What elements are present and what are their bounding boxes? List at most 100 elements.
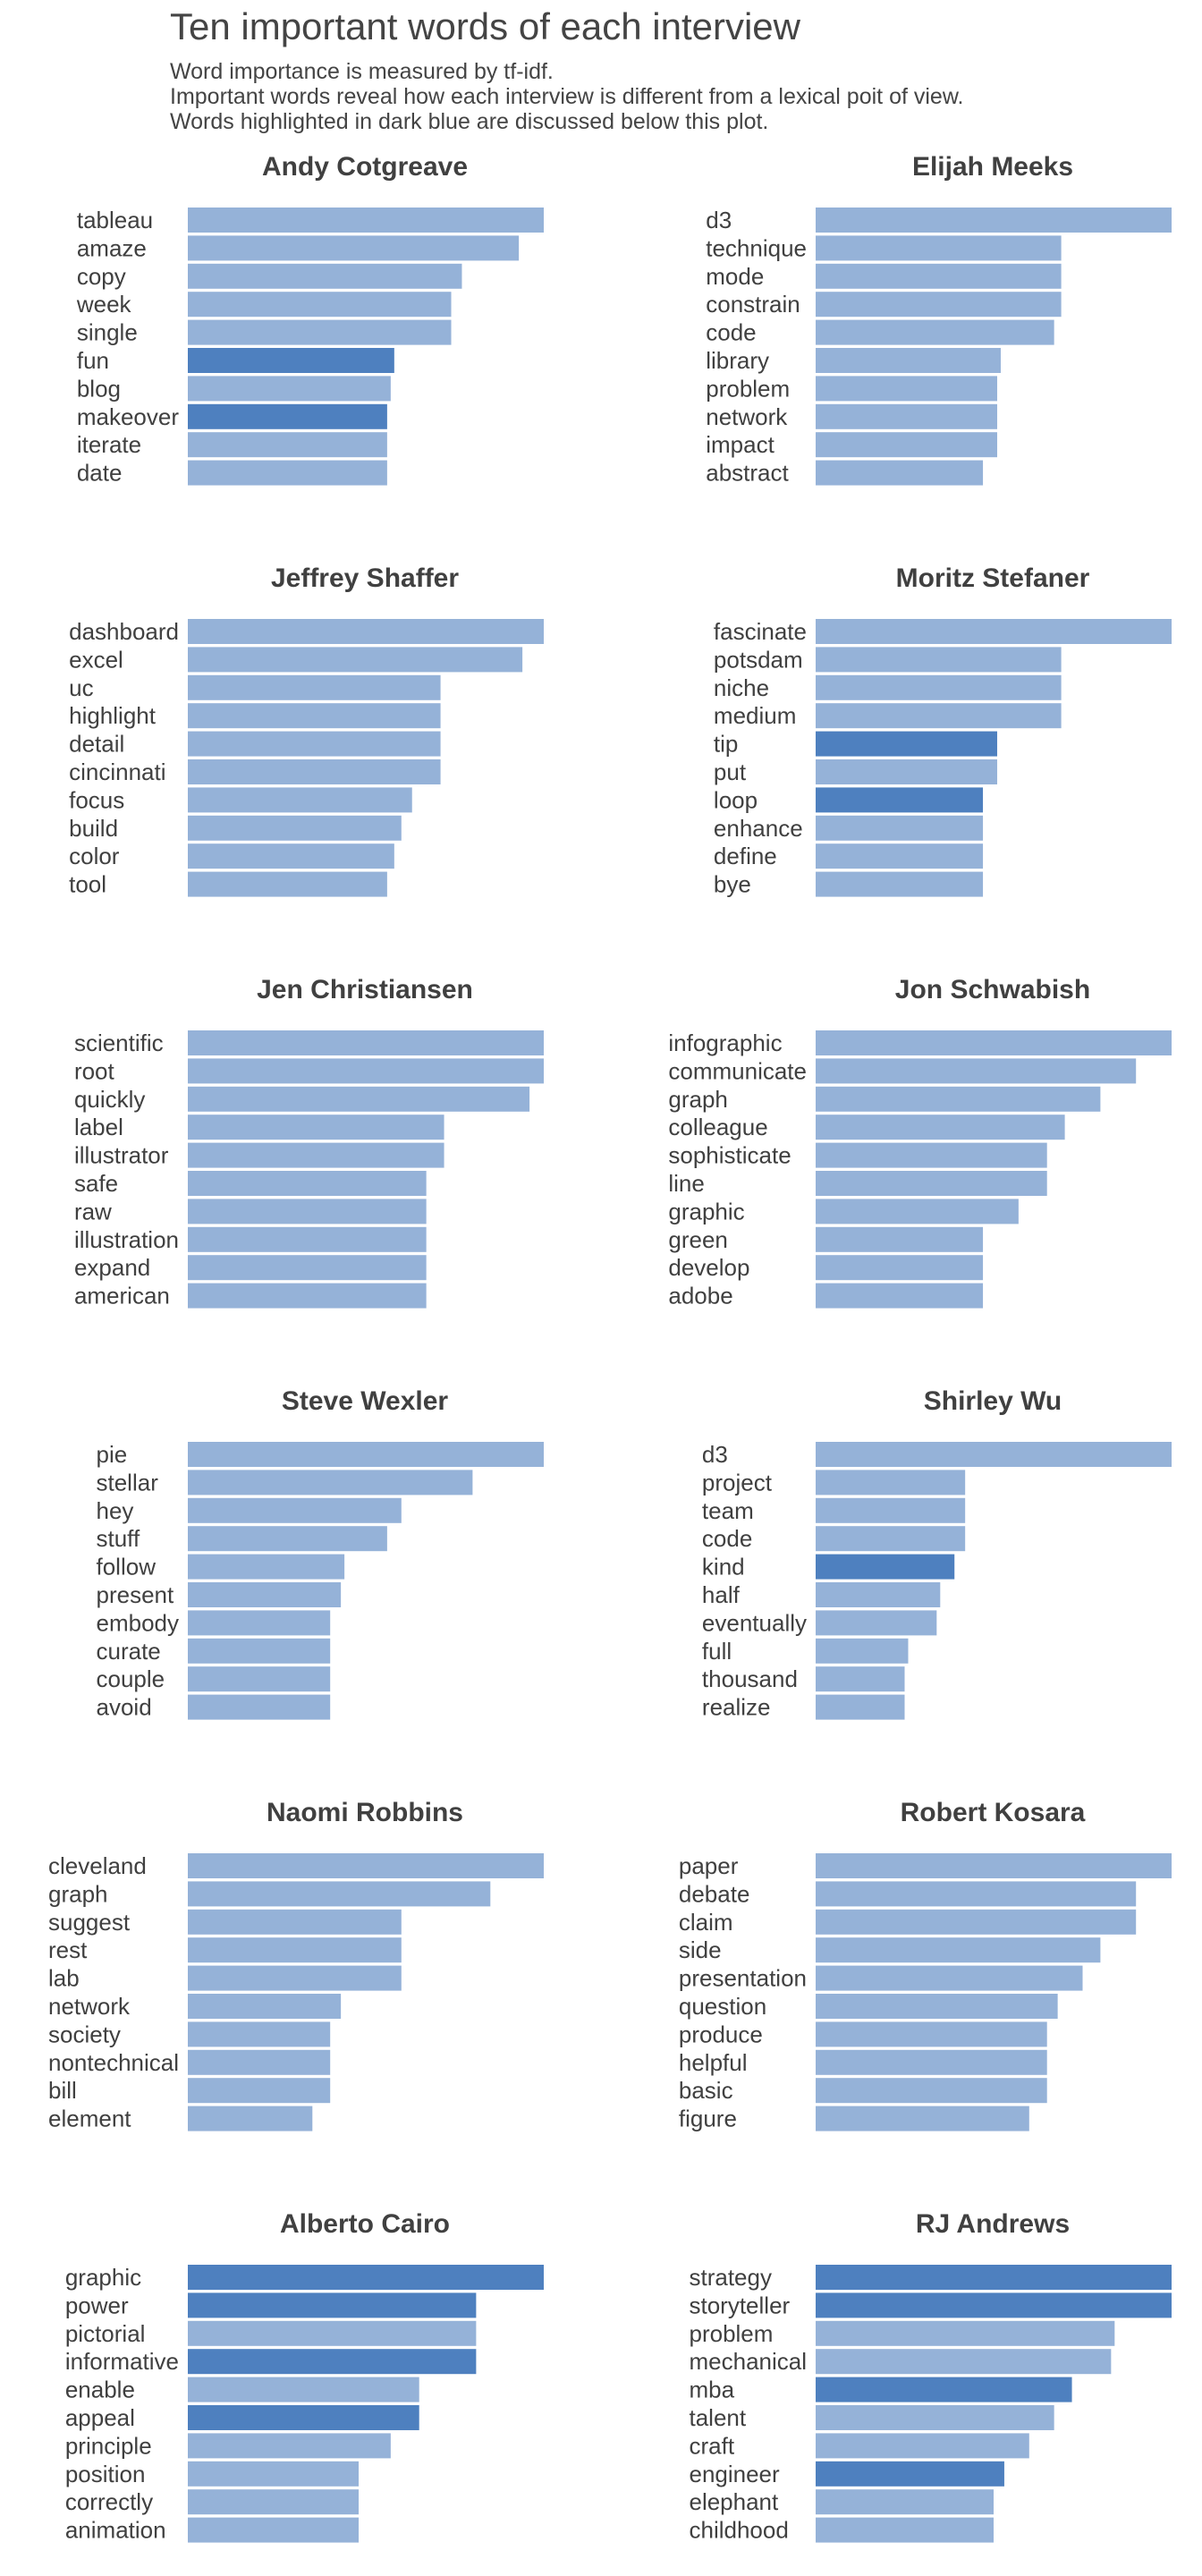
word-label: full — [702, 1638, 732, 1665]
word-label: presentation — [679, 1965, 807, 1992]
panel-title: Shirley Wu — [924, 1386, 1062, 1416]
word-label: week — [76, 291, 132, 318]
bar — [816, 1526, 966, 1552]
bar — [816, 1909, 1137, 1935]
word-label: illustrator — [74, 1142, 169, 1169]
word-label: correctly — [65, 2488, 153, 2515]
word-label: embody — [97, 1609, 180, 1636]
word-label: problem — [689, 2320, 773, 2347]
word-label: detail — [69, 731, 124, 758]
bar — [188, 1881, 491, 1907]
bar — [188, 403, 387, 429]
word-label: position — [65, 2461, 146, 2487]
word-label: fun — [77, 347, 109, 374]
word-label: colleague — [668, 1114, 767, 1140]
bar — [816, 1497, 966, 1523]
subtitle-line-1: Word importance is measured by tf-idf. — [170, 59, 554, 84]
word-label: develop — [668, 1254, 749, 1281]
word-label: iterate — [77, 431, 141, 458]
bar — [816, 1965, 1083, 1991]
word-label: medium — [714, 702, 796, 729]
bar — [188, 2377, 419, 2402]
bar — [816, 2078, 1047, 2104]
word-label: impact — [706, 431, 775, 458]
bar — [816, 1283, 984, 1309]
bar — [188, 1030, 544, 1055]
panel-title: Elijah Meeks — [912, 152, 1073, 182]
word-label: talent — [689, 2404, 746, 2431]
bar — [188, 2489, 360, 2515]
word-label: cleveland — [48, 1852, 147, 1879]
word-label: library — [706, 347, 769, 374]
bar — [188, 2349, 477, 2375]
bar — [816, 1881, 1137, 1907]
bar — [816, 1114, 1065, 1140]
word-label: childhood — [689, 2517, 788, 2544]
word-label: thousand — [702, 1665, 798, 1692]
word-label: stellar — [97, 1469, 159, 1496]
word-label: question — [679, 1993, 766, 2020]
bar — [188, 1965, 402, 1991]
panel-steve-wexler: Steve Wexler piestellarheystufffollowpres… — [97, 1386, 544, 1721]
word-label: element — [48, 2106, 131, 2132]
word-label: project — [702, 1469, 773, 1496]
word-label: put — [714, 758, 747, 785]
bar — [188, 1226, 427, 1252]
bar — [188, 2320, 477, 2346]
panel-shirley-wu: Shirley Wu d3projectteamcodekindhalfevent… — [702, 1386, 1172, 1721]
word-label: niche — [714, 674, 769, 701]
bar — [188, 235, 520, 261]
bar — [188, 292, 452, 318]
bar — [188, 1554, 345, 1580]
word-label: enhance — [714, 815, 803, 842]
word-label: animation — [65, 2517, 166, 2544]
word-label: mode — [706, 263, 764, 290]
word-label: graphic — [668, 1198, 744, 1224]
bar — [188, 2265, 544, 2290]
bar — [816, 263, 1062, 289]
bar — [816, 619, 1172, 644]
bar — [816, 2049, 1047, 2075]
word-label: avoid — [97, 1694, 152, 1721]
word-label: team — [702, 1497, 754, 1524]
bar — [816, 647, 1062, 673]
bar — [816, 1255, 984, 1281]
word-label: makeover — [77, 403, 179, 430]
word-label: elephant — [689, 2488, 779, 2515]
word-label: technique — [706, 234, 807, 261]
word-label: craft — [689, 2432, 734, 2459]
bar — [188, 1666, 331, 1692]
bar — [188, 647, 523, 673]
panel-title: RJ Andrews — [916, 2209, 1070, 2239]
bar — [816, 432, 997, 458]
bar — [188, 1610, 331, 1636]
word-label: d3 — [706, 207, 732, 233]
word-label: bill — [48, 2077, 77, 2104]
bar — [816, 1086, 1101, 1112]
word-label: appeal — [65, 2404, 135, 2431]
word-label: scientific — [74, 1030, 164, 1056]
bar — [816, 1937, 1101, 1963]
word-label: highlight — [69, 702, 157, 729]
bar — [188, 1058, 544, 1084]
bar — [188, 815, 402, 841]
bar — [816, 319, 1054, 345]
bar — [816, 2106, 1029, 2131]
bar — [188, 843, 394, 869]
bar — [816, 703, 1062, 729]
word-label: stuff — [97, 1525, 140, 1552]
word-label: potsdam — [714, 646, 803, 673]
word-label: curate — [97, 1638, 161, 1665]
bar — [816, 235, 1062, 261]
word-label: side — [679, 1936, 722, 1963]
word-label: lab — [48, 1965, 80, 1992]
word-label: follow — [97, 1554, 157, 1580]
word-label: society — [48, 2021, 121, 2047]
bar — [188, 263, 462, 289]
bar — [188, 2433, 391, 2459]
word-label: debate — [679, 1880, 750, 1907]
bar — [816, 348, 1001, 373]
bar — [816, 2349, 1112, 2375]
bar — [816, 731, 997, 757]
